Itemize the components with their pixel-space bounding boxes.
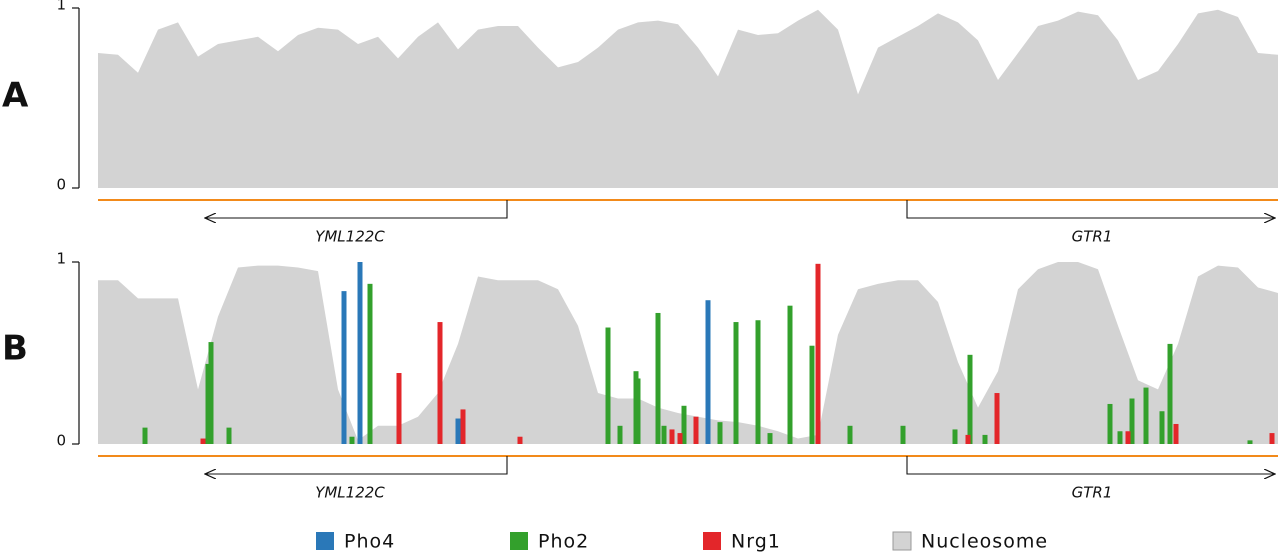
bar: [1125, 431, 1131, 444]
y-tick-label: 1: [56, 0, 66, 14]
bar: [341, 291, 347, 444]
bar: [205, 363, 211, 444]
bar: [681, 405, 687, 444]
y-tick-label: 0: [56, 176, 66, 194]
legend-swatch: [703, 532, 721, 550]
panel-label: A: [2, 76, 29, 116]
gene-arrow: [205, 200, 508, 218]
bar: [952, 429, 958, 444]
bar: [847, 425, 853, 444]
bar: [982, 434, 988, 444]
legend-label: Nucleosome: [921, 531, 1048, 553]
bar: [900, 425, 906, 444]
bar: [717, 422, 723, 444]
nucleosome-area: [98, 262, 1278, 444]
legend-swatch: [316, 532, 334, 550]
bar: [693, 416, 699, 444]
bar: [1159, 411, 1165, 444]
bar: [994, 393, 1000, 444]
bar: [617, 425, 623, 444]
bar: [349, 436, 355, 444]
bar: [437, 322, 443, 444]
bar: [809, 345, 815, 444]
legend-swatch: [510, 532, 528, 550]
bar: [357, 262, 363, 444]
legend-label: Nrg1: [731, 531, 781, 553]
bar: [733, 322, 739, 444]
gene-arrow: [205, 456, 508, 474]
bar: [1117, 431, 1123, 444]
bar: [705, 300, 711, 444]
bar: [1143, 387, 1149, 444]
bar: [677, 433, 683, 444]
bar: [661, 425, 667, 444]
legend-label: Pho4: [344, 531, 395, 553]
bar: [815, 263, 821, 444]
gene-arrow: [906, 200, 1275, 218]
bar: [605, 327, 611, 444]
bar: [460, 409, 466, 444]
bar: [669, 429, 675, 444]
legend-label: Pho2: [538, 531, 589, 553]
bar: [967, 354, 973, 444]
bar: [1247, 440, 1253, 444]
legend-swatch: [892, 531, 912, 551]
bar: [787, 305, 793, 444]
gene-label: YML122C: [315, 484, 385, 502]
gene-arrow: [906, 456, 1275, 474]
bar: [142, 427, 148, 444]
gene-label: YML122C: [315, 228, 385, 246]
bar: [1129, 398, 1135, 444]
bar: [1173, 423, 1179, 444]
panel-label: B: [2, 329, 28, 369]
y-tick-label: 1: [56, 250, 66, 268]
bar: [1269, 433, 1275, 444]
bar: [455, 418, 461, 444]
bar: [226, 427, 232, 444]
bar: [1107, 403, 1113, 444]
gene-label: GTR1: [1072, 228, 1113, 246]
bar: [367, 283, 373, 444]
gene-label: GTR1: [1072, 484, 1113, 502]
bar: [965, 434, 971, 444]
bar: [655, 312, 661, 444]
bar: [635, 378, 641, 444]
bar: [755, 320, 761, 444]
bar: [517, 436, 523, 444]
bar: [767, 433, 773, 444]
bar: [208, 342, 214, 444]
bar: [396, 373, 402, 444]
bar: [1167, 343, 1173, 444]
y-tick-label: 0: [56, 432, 66, 450]
bar: [200, 438, 206, 444]
nucleosome-area: [98, 9, 1278, 188]
